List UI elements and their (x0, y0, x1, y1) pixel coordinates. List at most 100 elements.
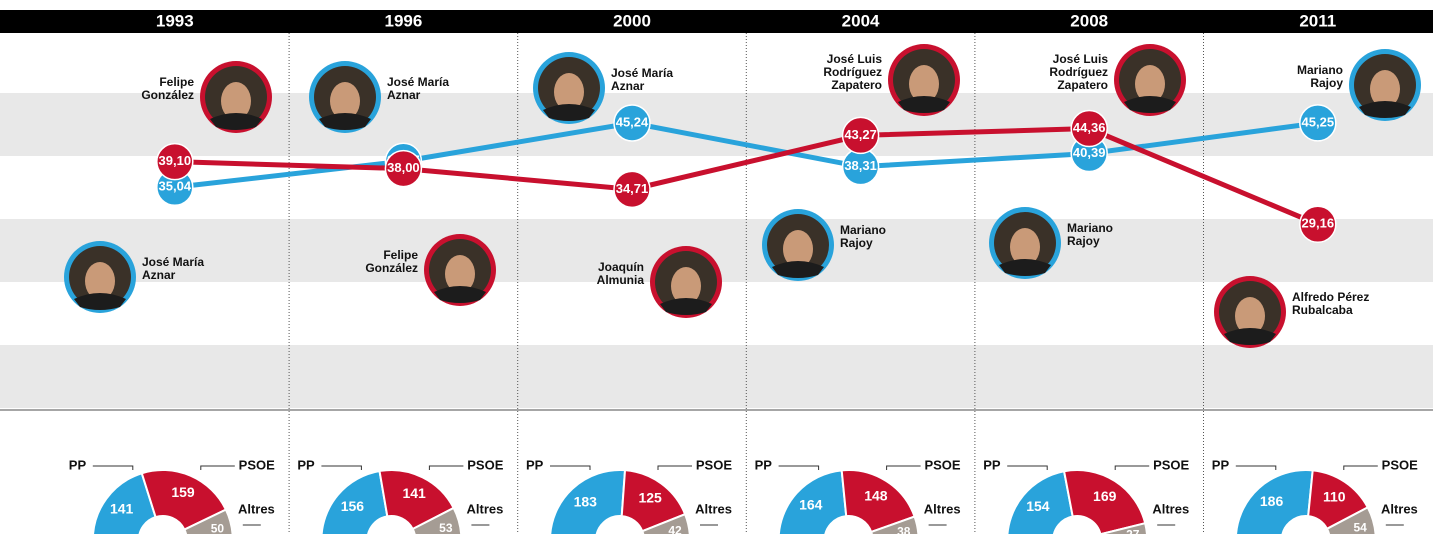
seat-label: 156 (341, 498, 365, 514)
candidate-name: Mariano (840, 223, 886, 237)
seat-segment (183, 508, 234, 534)
candidate-name: Rodríguez (823, 65, 882, 79)
year-label: 2011 (1299, 11, 1336, 30)
seat-label: 42 (668, 524, 682, 534)
data-label: 35,04 (159, 179, 192, 194)
leader-line (1114, 465, 1150, 470)
data-label: 40,39 (1073, 145, 1106, 160)
photo-body (319, 113, 371, 130)
party-label: PP (526, 457, 544, 472)
year-label: 2004 (842, 11, 880, 30)
seat-label: 50 (211, 522, 225, 534)
seat-label: 186 (1260, 493, 1284, 509)
candidate-name: Alfredo Pérez (1292, 290, 1369, 304)
party-label: PP (1212, 457, 1230, 472)
seat-label: 53 (439, 521, 453, 534)
seat-segment (92, 471, 157, 534)
leader-line (550, 465, 591, 470)
candidate-name: Almunia (597, 273, 645, 287)
photo-face (330, 82, 360, 120)
leader-line (886, 465, 921, 470)
seat-label: 125 (638, 490, 662, 506)
candidate-name: Rajoy (840, 236, 873, 250)
candidate-name: José María (387, 75, 449, 89)
seat-segment (549, 469, 627, 534)
candidate-name: González (141, 88, 194, 102)
party-label: PP (69, 457, 87, 472)
candidate-name: José Luis (1053, 52, 1109, 66)
candidate-name: Aznar (142, 268, 176, 282)
seat-label: 169 (1093, 488, 1117, 504)
candidate-name: Rodríguez (1049, 65, 1108, 79)
leader-line (428, 465, 464, 470)
photo-face (909, 65, 939, 103)
candidate-name: Joaquín (598, 260, 644, 274)
grid-band (0, 345, 1433, 408)
leader-line (92, 465, 134, 470)
party-label: PSOE (696, 457, 732, 472)
photo-body (210, 113, 262, 130)
photo-face (783, 230, 813, 268)
photo-body (660, 298, 712, 315)
photo-body (898, 96, 950, 113)
leader-line (200, 465, 235, 470)
seat-segment (1099, 521, 1148, 534)
party-label: PP (983, 457, 1001, 472)
seat-label: 164 (799, 496, 823, 512)
seat-label: 27 (1126, 527, 1140, 534)
year-label: 2008 (1070, 11, 1108, 30)
photo-body (1124, 96, 1176, 113)
party-label: PP (755, 457, 773, 472)
leader-line (1235, 465, 1277, 470)
candidate-name: González (365, 261, 418, 275)
seat-segment (869, 515, 920, 534)
data-point (613, 170, 651, 209)
data-label: 45,24 (616, 114, 649, 129)
seat-label: 148 (864, 488, 888, 504)
data-label: 45,25 (1302, 114, 1335, 129)
photo-body (772, 261, 824, 278)
party-label: PSOE (1153, 457, 1189, 472)
seat-label: 183 (574, 493, 598, 509)
year-label: 1993 (156, 11, 194, 30)
party-label: Altres (695, 501, 732, 516)
data-label: 38,31 (844, 158, 877, 173)
seat-segment (1062, 469, 1147, 534)
photo-face (85, 262, 115, 300)
candidate-name: Rajoy (1310, 76, 1343, 90)
photo-body (434, 286, 486, 303)
seat-segment (840, 469, 916, 534)
seat-segment (1235, 469, 1314, 534)
data-label: 44,36 (1073, 120, 1106, 135)
party-label: PSOE (924, 457, 960, 472)
leader-line (1343, 465, 1378, 470)
seat-label: 38 (897, 525, 911, 534)
data-point (841, 116, 880, 155)
data-point (613, 104, 651, 142)
data-label: 43,27 (844, 127, 877, 142)
party-label: PSOE (239, 457, 275, 472)
party-label: Altres (924, 501, 961, 516)
photo-face (1235, 297, 1265, 335)
candidate-name: Mariano (1067, 221, 1113, 235)
photo-face (1370, 70, 1400, 108)
candidate-name: José María (611, 66, 673, 80)
photo-face (1135, 65, 1165, 103)
year-label: 2000 (613, 11, 651, 30)
data-point (1299, 205, 1337, 244)
data-label: 38,00 (387, 160, 420, 175)
photo-body (999, 259, 1051, 276)
candidate-name: José Luis (827, 52, 883, 66)
party-label: Altres (467, 501, 504, 516)
seat-segment (320, 469, 389, 534)
series-line (174, 126, 1319, 227)
